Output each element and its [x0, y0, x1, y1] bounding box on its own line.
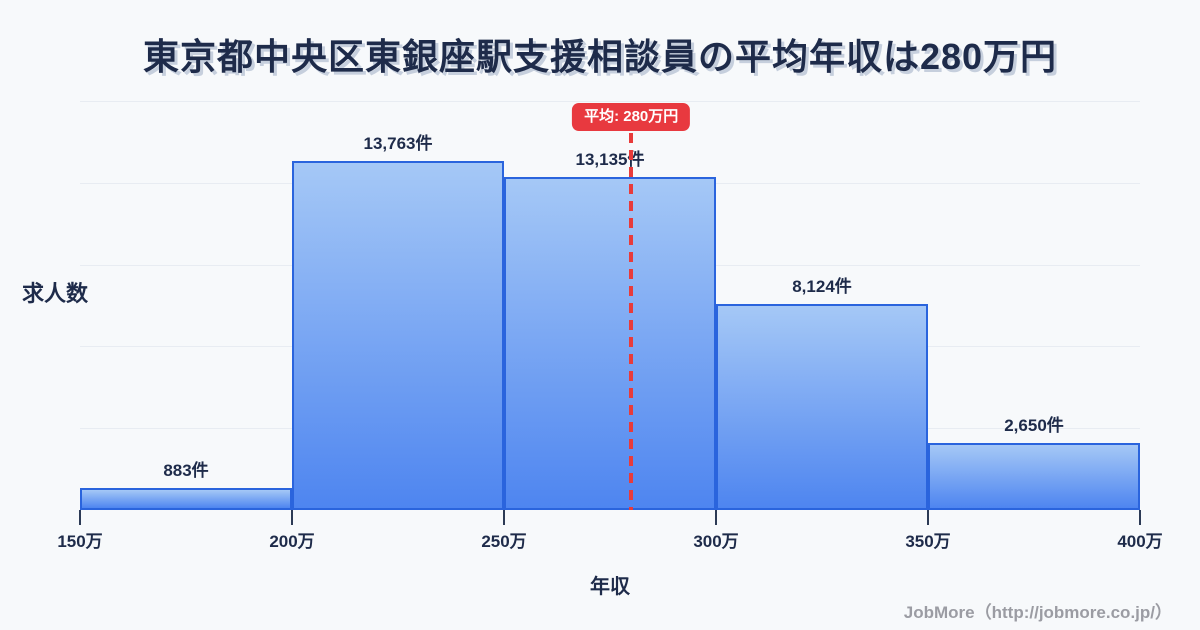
x-axis-tick-label: 400万 [1117, 532, 1163, 551]
gridline [80, 101, 1140, 102]
x-axis-tick [291, 510, 293, 525]
average-badge-label: 平均: 280万円 [584, 108, 679, 125]
x-axis-tick-label: 150万 [57, 532, 103, 551]
histogram-bar-200万-250万 [292, 161, 504, 510]
histogram-bar-300万-350万 [716, 304, 928, 510]
bar-value-label: 883件 [163, 460, 209, 480]
x-axis-tick-label: 350万 [905, 532, 951, 551]
x-axis-tick-label: 300万 [693, 532, 739, 551]
x-axis-tick [1139, 510, 1141, 525]
average-badge: 平均: 280万円 [572, 103, 691, 131]
histogram-bar-150万-200万 [80, 487, 292, 510]
average-line [629, 133, 634, 510]
x-axis-tick [79, 510, 81, 525]
x-axis-tick [503, 510, 505, 525]
histogram-bar-350万-400万 [928, 442, 1140, 510]
plot-area: 883件 13,763件 13,135件 8,124件 2,650件 平均: 280万円… [57, 101, 1163, 551]
bar-value-label: 2,650件 [1004, 415, 1064, 435]
x-axis-tick [715, 510, 717, 525]
bar-value-label: 13,763件 [363, 134, 433, 153]
bar-value-label: 8,124件 [792, 277, 852, 296]
histogram-bar-250万-300万 [504, 176, 716, 510]
y-axis-label: 求人数 [22, 281, 89, 306]
x-axis-label: 年収 [590, 576, 630, 598]
x-axis-tick-label: 200万 [269, 532, 315, 551]
footer-credit: JobMore（http://jobmore.co.jp/） [903, 603, 1172, 622]
bar-value-label: 13,135件 [575, 149, 645, 169]
chart-title: 東京都中央区東銀座駅支援相談員の平均年収は280万円 [142, 36, 1058, 77]
x-axis-tick-label: 250万 [481, 532, 527, 551]
x-axis-tick [927, 510, 929, 525]
